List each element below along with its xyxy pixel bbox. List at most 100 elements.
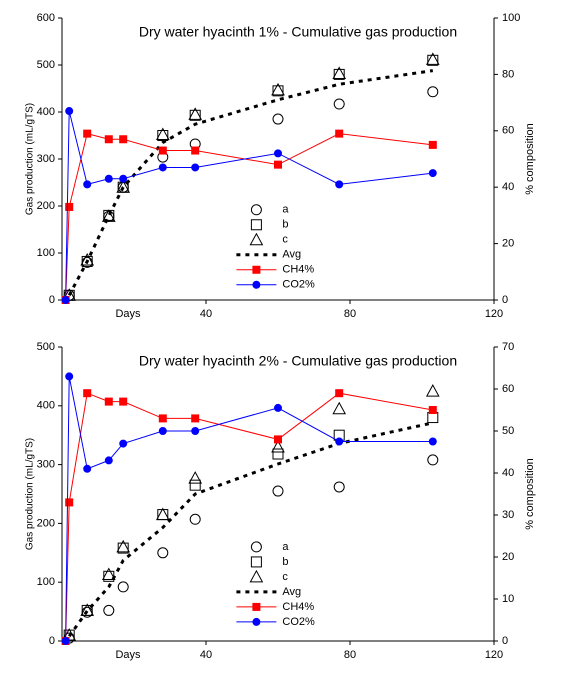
marker: [83, 464, 92, 473]
x-tick-label: 80: [344, 649, 356, 661]
y-tick-label: 400: [37, 106, 55, 118]
marker: [272, 448, 284, 460]
y-tick-label: 300: [37, 153, 55, 165]
y-axis-label: Gas production (mL/gTS): [25, 438, 36, 550]
marker: [333, 68, 345, 80]
legend-label: CH4%: [282, 264, 314, 276]
marker: [191, 427, 200, 435]
marker: [272, 85, 284, 97]
marker: [117, 581, 129, 593]
marker: [65, 498, 74, 507]
marker: [335, 437, 344, 446]
legend-marker: [252, 602, 261, 611]
marker: [80, 253, 95, 266]
marker: [101, 567, 116, 581]
marker: [425, 384, 440, 397]
marker: [428, 437, 437, 446]
y2-tick-label: 10: [502, 593, 514, 605]
y-axis-label: Gas production (mL/gTS): [25, 103, 36, 215]
marker: [427, 54, 439, 66]
marker: [428, 169, 437, 178]
series-line: [65, 133, 433, 301]
marker: [155, 127, 170, 141]
y2-tick-label: 50: [502, 425, 514, 437]
marker: [83, 389, 92, 398]
marker: [188, 107, 203, 120]
marker: [274, 149, 282, 158]
marker: [188, 471, 203, 484]
marker: [158, 414, 167, 423]
y2-tick-label: 100: [502, 12, 520, 24]
marker: [274, 435, 282, 444]
marker: [157, 547, 169, 559]
series-line: [65, 110, 433, 301]
marker: [274, 160, 282, 169]
legend-marker: [252, 265, 261, 274]
marker: [119, 439, 128, 448]
marker: [158, 427, 167, 435]
marker: [272, 485, 284, 497]
marker: [427, 86, 439, 98]
marker: [104, 135, 113, 144]
legend-label: c: [282, 571, 288, 583]
marker: [335, 180, 344, 189]
legend-marker: [250, 541, 262, 553]
x-tick-label: 40: [200, 308, 212, 320]
marker: [119, 397, 128, 406]
y2-tick-label: 40: [502, 467, 514, 479]
y2-tick-label: 30: [502, 509, 514, 521]
marker: [61, 637, 70, 645]
marker: [157, 130, 169, 141]
marker: [333, 98, 345, 110]
marker: [116, 539, 131, 553]
marker: [332, 66, 347, 79]
legend-label: Avg: [282, 586, 301, 598]
marker: [158, 163, 167, 172]
legend-label: b: [282, 219, 288, 231]
marker: [103, 604, 115, 616]
marker: [274, 403, 282, 412]
legend-marker: [250, 219, 262, 231]
marker: [271, 82, 285, 96]
marker: [158, 146, 167, 155]
y2-axis-label: % composition: [524, 458, 536, 530]
y2-tick-label: 0: [502, 294, 508, 306]
marker: [191, 146, 200, 155]
series-line: [67, 69, 434, 297]
y-tick-label: 200: [37, 517, 55, 529]
y-tick-label: 200: [37, 200, 55, 212]
y2-axis-label: % composition: [524, 123, 536, 195]
marker: [65, 372, 74, 381]
marker: [191, 414, 200, 423]
marker: [333, 481, 345, 493]
title: Dry water hyacinth 2% - Cumulative gas p…: [139, 353, 457, 369]
series-line: [65, 376, 433, 642]
legend-label: c: [282, 234, 288, 246]
y-tick-label: 500: [37, 341, 55, 353]
legend-label: CO2%: [282, 616, 315, 628]
x-tick-label: 80: [344, 308, 356, 320]
y2-tick-label: 70: [502, 341, 514, 353]
marker: [428, 406, 437, 414]
marker: [65, 107, 74, 116]
series-line: [67, 421, 434, 638]
marker: [119, 174, 128, 183]
marker: [65, 202, 74, 211]
marker: [104, 174, 113, 183]
marker: [61, 296, 70, 304]
marker: [189, 513, 201, 525]
marker: [427, 412, 439, 424]
marker: [427, 454, 439, 466]
y-tick-label: 0: [49, 294, 55, 306]
legend-marker: [252, 617, 261, 626]
marker: [81, 255, 93, 267]
y-tick-label: 0: [49, 635, 55, 647]
marker: [119, 135, 128, 144]
marker: [117, 542, 129, 554]
marker: [83, 180, 92, 189]
series-line: [65, 392, 433, 642]
y-tick-label: 400: [37, 400, 55, 412]
marker: [425, 52, 440, 65]
y2-tick-label: 20: [502, 238, 514, 250]
legend-marker: [250, 204, 262, 216]
